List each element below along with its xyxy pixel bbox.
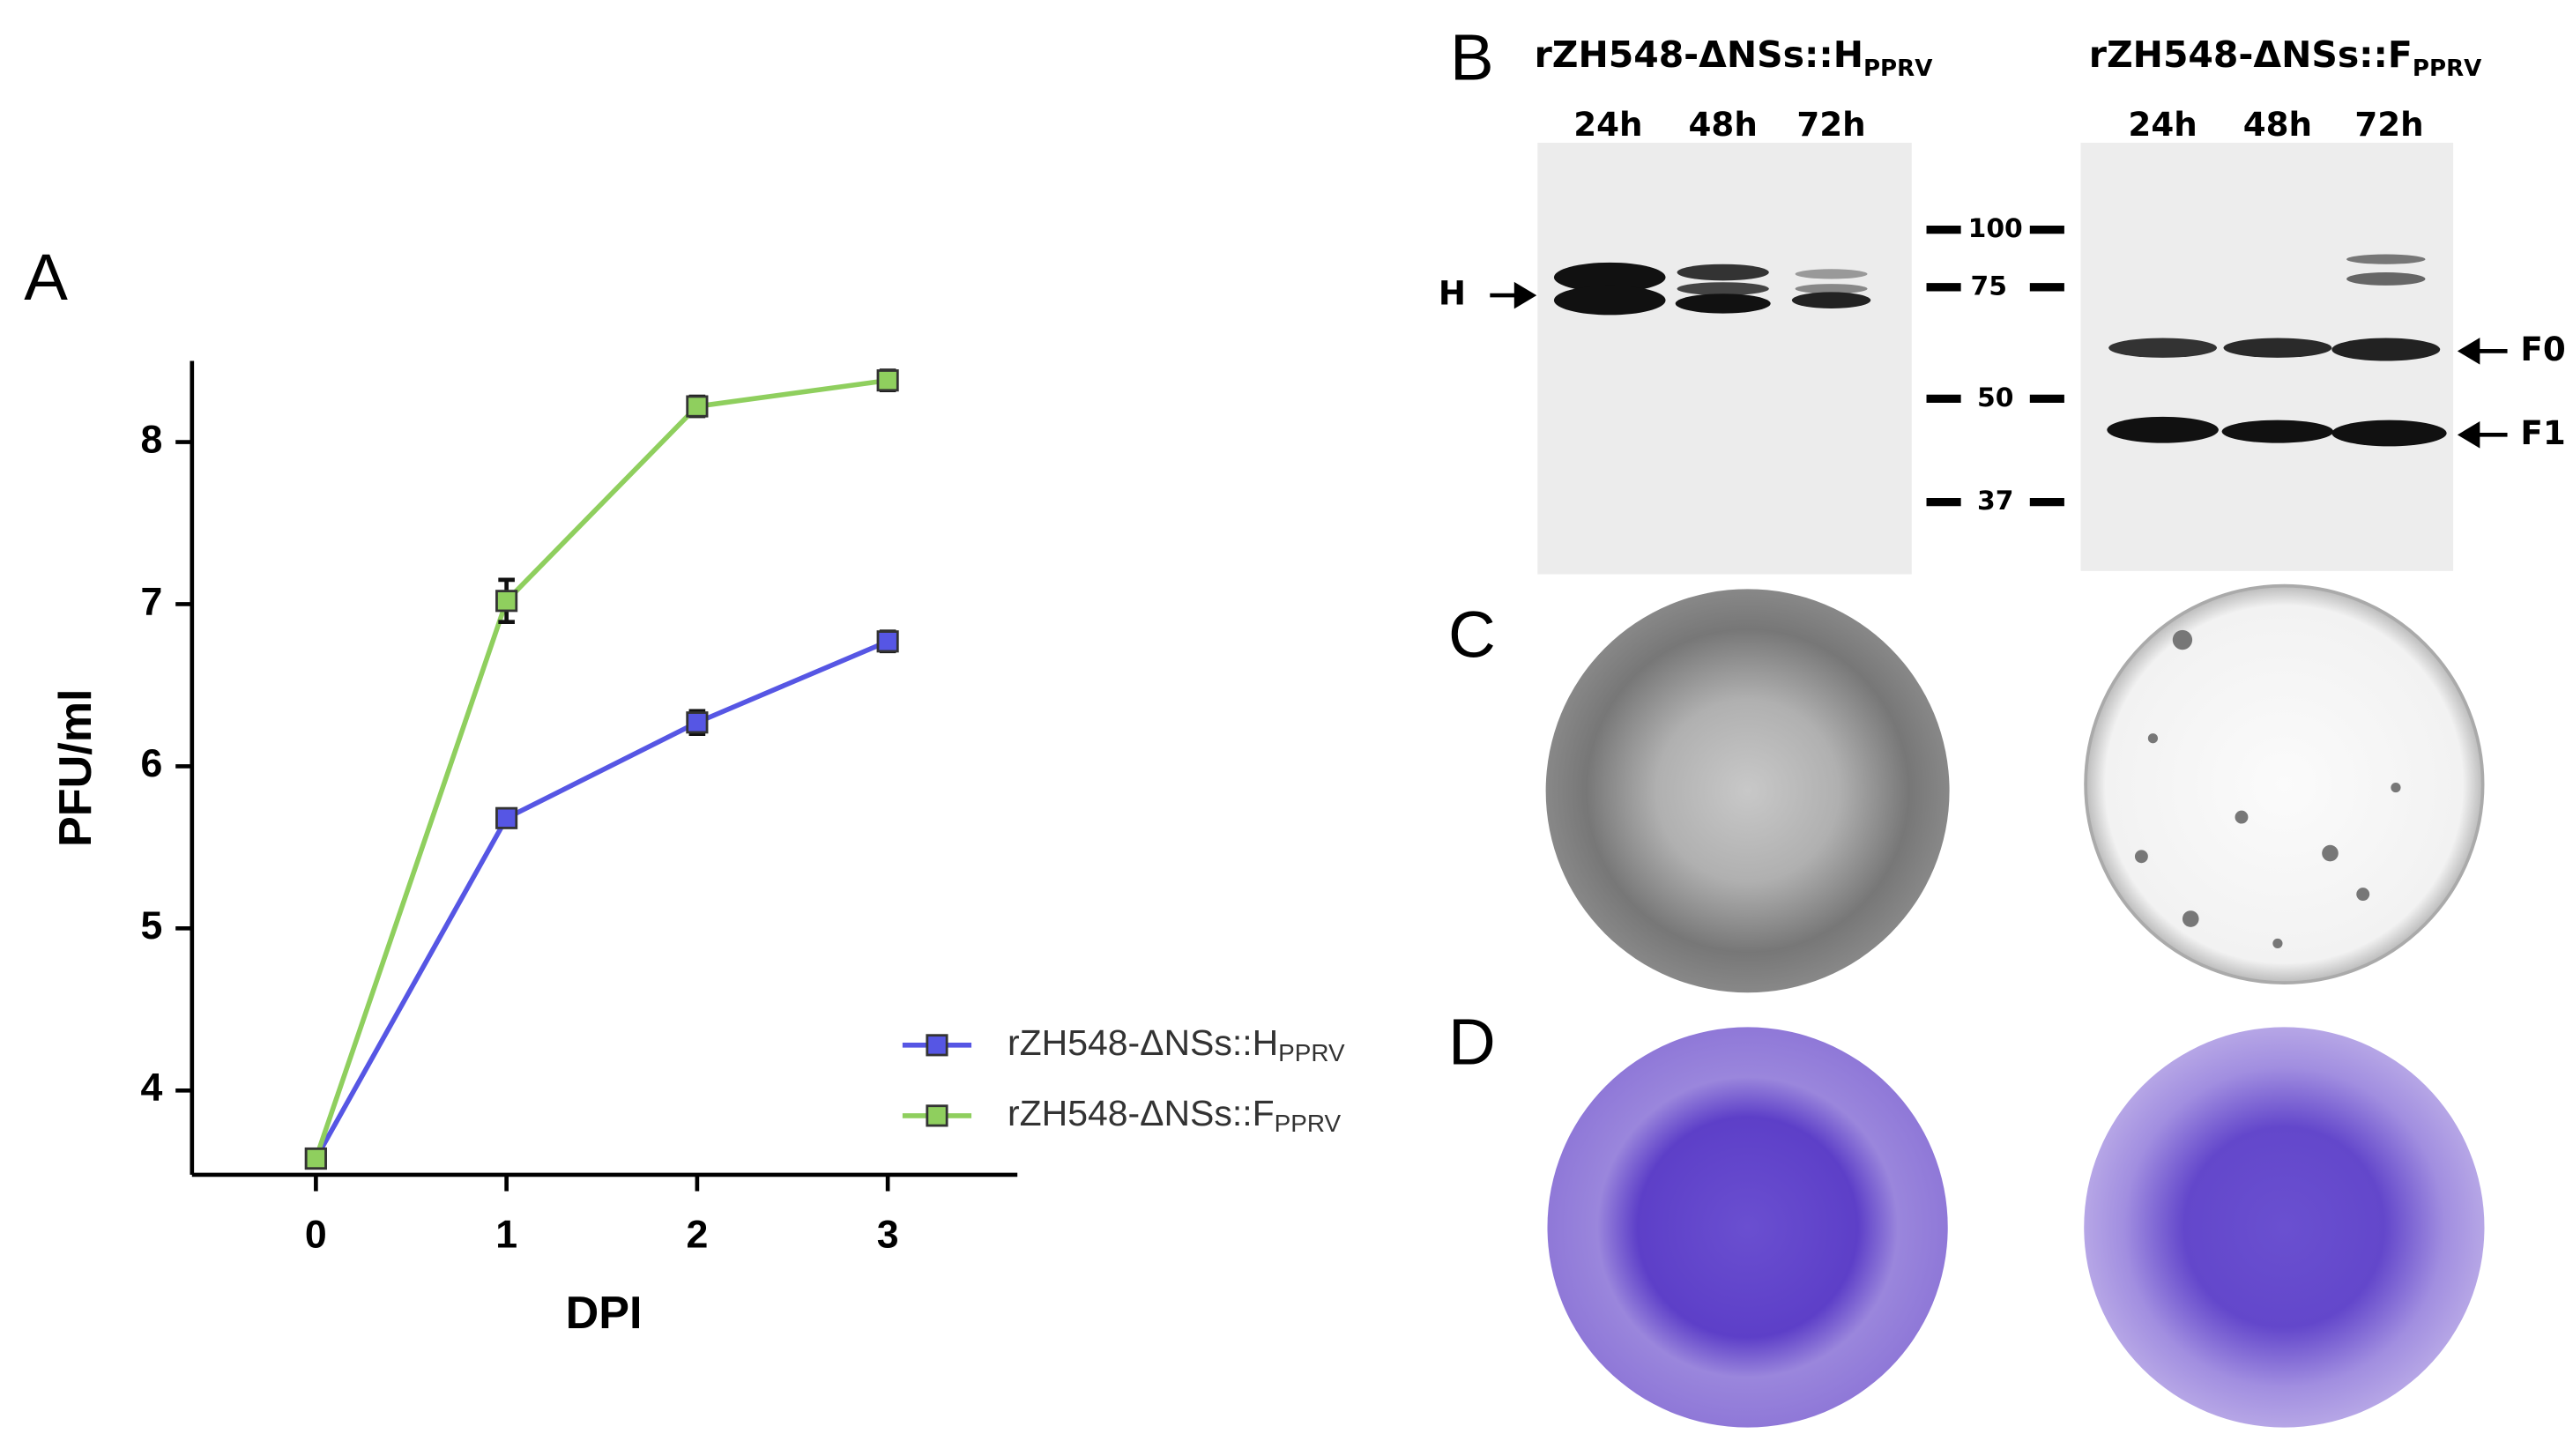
series-line xyxy=(313,639,889,1160)
x-axis-label: DPI xyxy=(566,1288,643,1339)
lane-label: 72h xyxy=(1796,105,1865,144)
stained-plate xyxy=(1547,1027,1948,1428)
legend-entry: rZH548-ΔNSs::HPPRV xyxy=(1008,1022,1345,1067)
legend-name-sub: PPRV xyxy=(1275,1110,1342,1137)
data-point xyxy=(304,1147,327,1170)
legend-marker xyxy=(926,1034,948,1057)
plaques xyxy=(2134,629,2401,949)
blot-image xyxy=(1537,142,1912,575)
band-arrows xyxy=(1490,281,2508,449)
data-point xyxy=(686,711,709,734)
ladder-label: 100 xyxy=(1968,213,2023,244)
blot-title: rZH548-ΔNSs::FPPRV xyxy=(2089,33,2482,82)
ladder-label: 75 xyxy=(1971,271,2007,301)
blot-title: rZH548-ΔNSs::HPPRV xyxy=(1535,33,1934,82)
lane-label: 72h xyxy=(2354,105,2423,144)
legend-name-sub: PPRV xyxy=(1278,1039,1345,1066)
panel-label: A xyxy=(24,241,68,314)
y-tick-label: 7 xyxy=(140,580,162,623)
band-label: F0 xyxy=(2520,330,2565,368)
lane-label: 24h xyxy=(1573,105,1642,144)
legend-name: rZH548-ΔNSs::H xyxy=(1008,1022,1278,1063)
lane-label: 48h xyxy=(1689,105,1758,144)
panel-label: C xyxy=(1448,598,1496,672)
band-label: H xyxy=(1439,274,1466,313)
band-label: F1 xyxy=(2520,413,2565,452)
y-axis-label: PFU/ml xyxy=(50,688,101,847)
data-point xyxy=(495,806,518,829)
x-tick-label: 2 xyxy=(686,1213,708,1256)
ladder-label: 37 xyxy=(1977,486,2013,516)
x-tick-label: 0 xyxy=(305,1213,327,1256)
lane-label: 24h xyxy=(2128,105,2197,144)
stained-plate xyxy=(2084,1027,2485,1428)
x-tick-label: 3 xyxy=(877,1213,899,1256)
y-tick-label: 5 xyxy=(140,904,162,947)
plaque-plate xyxy=(1545,589,1950,993)
ladder-label: 50 xyxy=(1977,383,2013,413)
y-tick-label: 4 xyxy=(140,1066,162,1110)
legend-entry: rZH548-ΔNSs::FPPRV xyxy=(1008,1093,1341,1138)
plaque-plate xyxy=(2084,583,2485,984)
panel-label: D xyxy=(1448,1005,1496,1078)
legend-name: rZH548-ΔNSs::F xyxy=(1008,1093,1275,1133)
data-point xyxy=(686,395,709,418)
x-tick-label: 1 xyxy=(495,1213,517,1256)
y-tick-label: 6 xyxy=(140,742,162,785)
data-point xyxy=(876,630,899,653)
lane-label: 48h xyxy=(2243,105,2312,144)
data-point xyxy=(495,590,518,613)
blot-bands xyxy=(1553,254,2447,447)
ladder-dashes xyxy=(1926,225,2064,507)
data-point xyxy=(876,369,899,392)
panel-label: B xyxy=(1450,20,1494,93)
series-line xyxy=(313,377,889,1160)
y-tick-label: 8 xyxy=(140,418,162,461)
legend-marker xyxy=(926,1104,948,1127)
